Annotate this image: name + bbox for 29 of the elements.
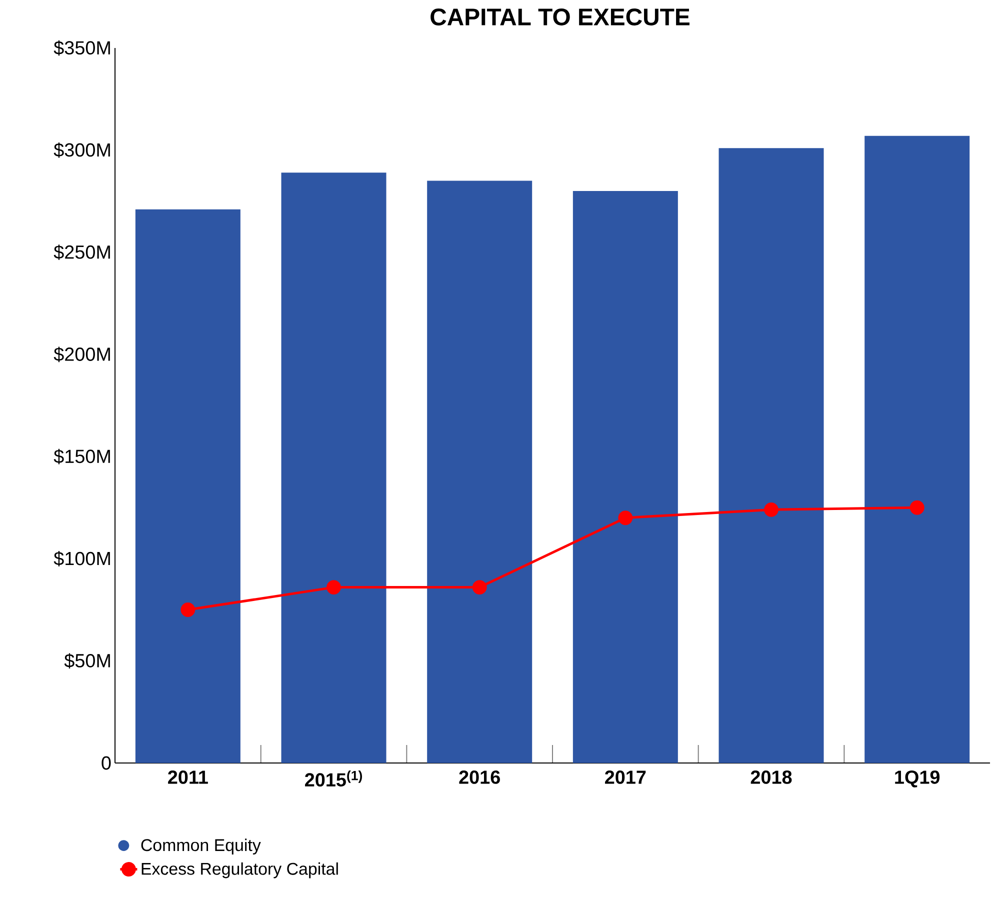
legend-label: Excess Regulatory Capital — [142, 862, 338, 878]
x-tick-label: 2011 — [168, 770, 208, 784]
bar — [135, 209, 240, 763]
y-tick-label: 0 — [102, 756, 111, 770]
y-tick-label: $150M — [54, 448, 110, 464]
x-tick-label: 2016 — [459, 770, 500, 784]
point — [764, 502, 778, 517]
y-tick-label: $250M — [54, 244, 110, 260]
point — [618, 510, 633, 526]
x-tick-label: 2018 — [750, 770, 792, 784]
y-tick-label: $100M — [54, 551, 110, 566]
y-tick-label: $50M — [64, 653, 110, 669]
point — [472, 580, 487, 595]
bar — [864, 136, 970, 763]
chart-title: CAPITAL TO EXECUTE — [430, 8, 690, 26]
x-tick-label: 2015$^{(1)}$ — [305, 770, 362, 787]
legend-label: Common Equity — [141, 838, 261, 854]
x-tick-label: 1Q19 — [895, 770, 940, 788]
point — [326, 580, 341, 595]
bar — [427, 180, 532, 763]
bar — [718, 148, 824, 763]
bar — [281, 172, 386, 763]
y-tick-label: $350M — [54, 40, 110, 56]
x-tick-label: 2017 — [605, 770, 646, 784]
y-tick-label: $300M — [54, 142, 110, 158]
bar — [572, 190, 678, 763]
point — [910, 500, 924, 515]
point — [180, 602, 196, 617]
y-tick-label: $200M — [54, 346, 110, 362]
